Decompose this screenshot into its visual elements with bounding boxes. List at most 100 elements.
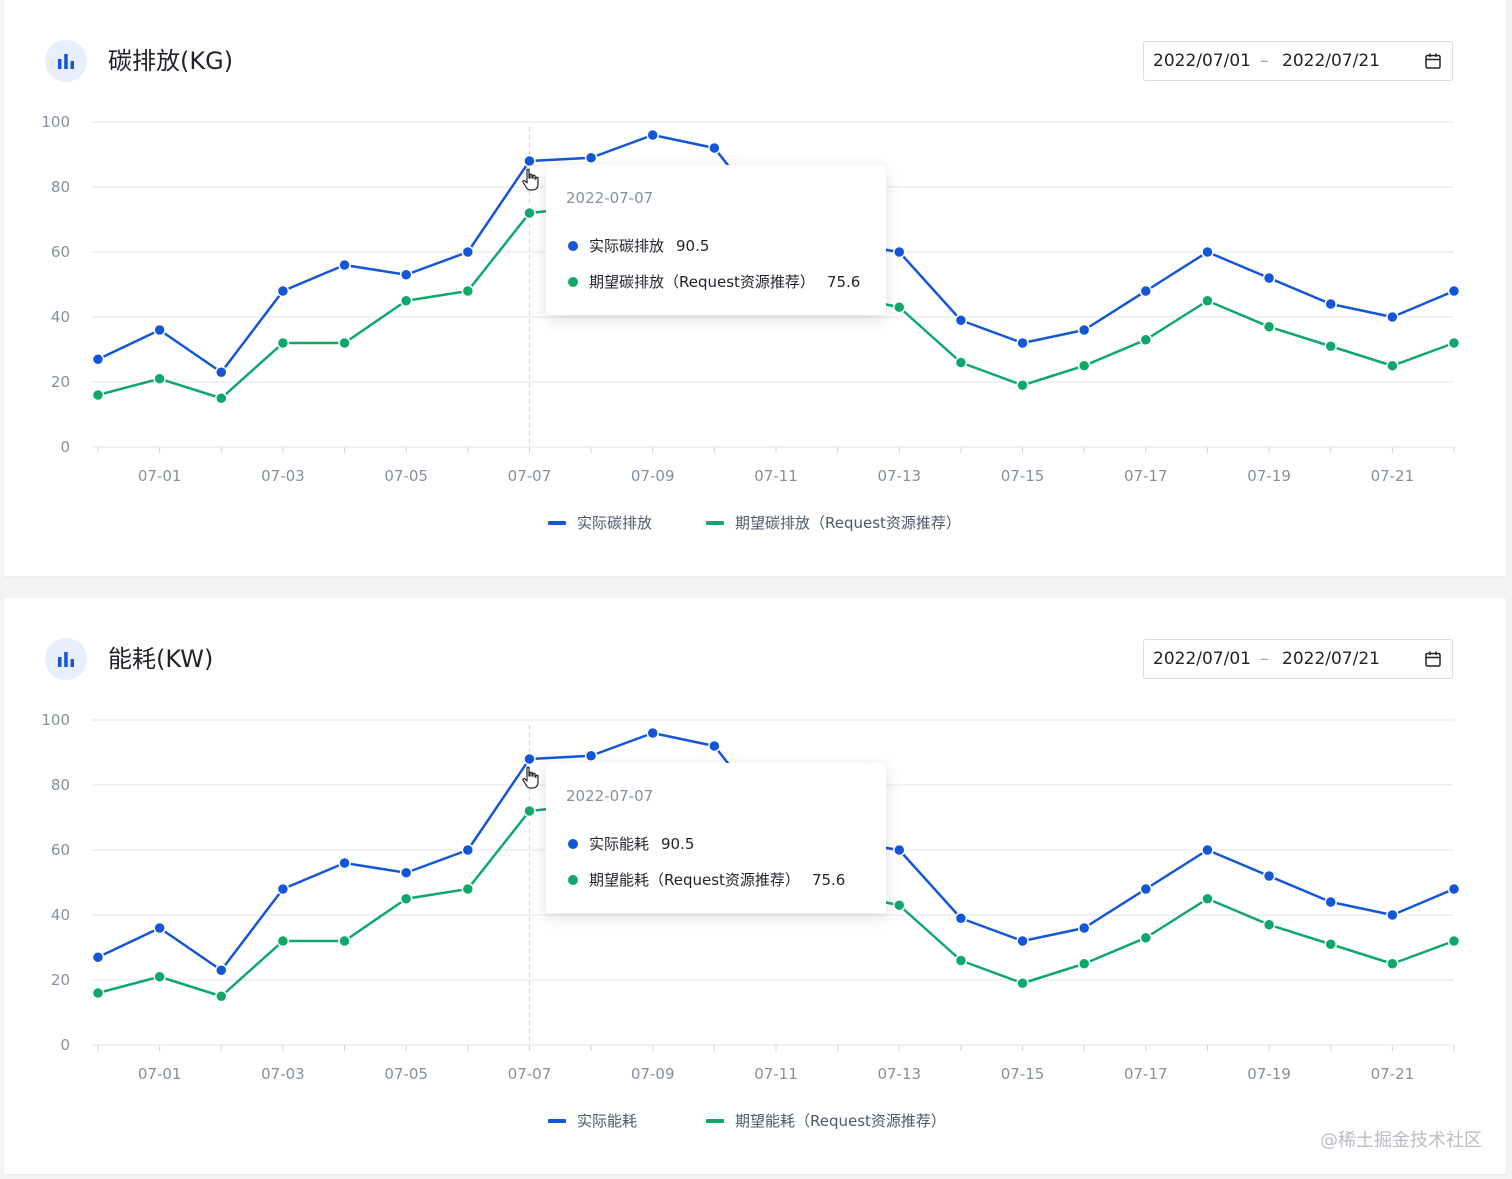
y-tick-label: 20 (51, 373, 70, 391)
hand-pointer-icon (522, 168, 539, 191)
data-point (338, 336, 351, 350)
date-end[interactable]: 2022/07/21 (1282, 51, 1380, 71)
data-point (646, 128, 659, 142)
data-point (1447, 336, 1461, 350)
data-point (954, 356, 968, 369)
data-point (1139, 882, 1153, 896)
data-point (215, 392, 228, 405)
chart-legend: 实际碳排放 期望碳排放（Request资源推荐） (4, 510, 1506, 536)
x-tick-label: 07-01 (138, 467, 182, 485)
legend-item-expected[interactable]: 期望能耗（Request资源推荐） (706, 1110, 946, 1131)
data-point (1016, 934, 1029, 948)
legend-item-expected[interactable]: 期望碳排放（Request资源推荐） (706, 512, 961, 533)
data-point (276, 284, 290, 298)
data-point (1077, 957, 1091, 970)
chart-legend: 实际能耗 期望能耗（Request资源推荐） (4, 1108, 1506, 1134)
date-range-picker[interactable]: 2022/07/01 – 2022/07/21 (1143, 639, 1453, 679)
data-point (461, 882, 475, 896)
data-point (91, 388, 105, 402)
data-point (893, 245, 906, 259)
energy-panel: 能耗(KW) 2022/07/01 – 2022/07/21 0 20 40 60 80… (4, 598, 1506, 1174)
tooltip-row-actual: 实际能耗 90.5 (568, 833, 694, 854)
tooltip-row-actual: 实际碳排放 90.5 (568, 235, 709, 256)
y-tick-label: 100 (41, 113, 70, 131)
legend-item-actual[interactable]: 实际能耗 (548, 1110, 637, 1131)
watermark: @稀土掘金技术社区 (1320, 1130, 1482, 1151)
data-point (1324, 895, 1337, 909)
x-tick-label: 07-11 (754, 467, 798, 485)
y-tick-label: 80 (51, 776, 70, 794)
x-tick-label: 07-03 (261, 467, 305, 485)
panel-title: 碳排放(KG) (108, 47, 234, 75)
data-point (954, 314, 968, 327)
x-tick-label: 07-07 (508, 1065, 552, 1083)
x-tick-label: 07-17 (1124, 1065, 1168, 1083)
tooltip-value: 90.5 (676, 236, 710, 255)
data-point (646, 726, 659, 740)
x-tick-label: 07-09 (631, 467, 675, 485)
data-point (1386, 908, 1399, 922)
data-point (1077, 323, 1091, 337)
data-point (1386, 359, 1399, 372)
data-point (1016, 977, 1029, 990)
data-point (523, 752, 536, 766)
x-tick-label: 07-15 (1001, 1065, 1045, 1083)
data-point (1386, 957, 1399, 970)
x-tick-label: 07-05 (384, 467, 428, 485)
data-point (91, 951, 105, 964)
legend-label-expected: 期望碳排放（Request资源推荐） (735, 514, 961, 532)
x-tick-label: 07-09 (631, 1065, 675, 1083)
chart-tooltip: 2022-07-07 实际碳排放 90.5 期望碳排放（Request资源推荐）… (546, 165, 886, 315)
data-point (1016, 336, 1029, 350)
data-point (91, 353, 105, 366)
data-point (153, 921, 166, 935)
data-point (523, 804, 536, 818)
data-point (338, 856, 351, 870)
data-point (215, 366, 228, 379)
y-tick-label: 40 (51, 308, 70, 326)
x-tick-label: 07-17 (1124, 467, 1168, 485)
data-point (1262, 869, 1276, 883)
date-end[interactable]: 2022/07/21 (1282, 649, 1380, 669)
tooltip-label: 实际能耗 (589, 835, 650, 853)
data-point (523, 206, 536, 220)
data-point (1016, 379, 1029, 392)
data-point (461, 284, 475, 298)
calendar-icon[interactable] (1424, 52, 1442, 70)
x-tick-label: 07-11 (754, 1065, 798, 1083)
data-point (1447, 934, 1461, 948)
x-tick-label: 07-03 (261, 1065, 305, 1083)
tooltip-row-expected: 期望碳排放（Request资源推荐） 75.6 (568, 271, 860, 292)
data-point (1139, 333, 1153, 346)
data-point (1386, 310, 1399, 324)
x-tick-label: 07-05 (384, 1065, 428, 1083)
data-point (399, 268, 413, 281)
data-point (1447, 284, 1461, 298)
x-tick-label: 07-19 (1247, 1065, 1291, 1083)
data-point (399, 294, 413, 307)
calendar-icon[interactable] (1424, 650, 1442, 668)
data-point (1447, 882, 1461, 896)
date-separator: – (1260, 51, 1269, 71)
data-point (276, 934, 290, 948)
data-point (1139, 284, 1153, 298)
tooltip-value: 90.5 (661, 834, 695, 853)
data-point (893, 899, 906, 912)
legend-swatch-actual (548, 1118, 566, 1123)
x-tick-label: 07-13 (877, 467, 921, 485)
data-point (1201, 843, 1214, 857)
x-tick-label: 07-21 (1371, 1065, 1415, 1083)
date-start[interactable]: 2022/07/01 (1153, 649, 1251, 669)
data-point (1139, 931, 1153, 944)
data-point (215, 990, 228, 1003)
data-point (1201, 245, 1214, 259)
date-separator: – (1260, 649, 1269, 669)
y-tick-label: 0 (60, 438, 70, 456)
date-range-picker[interactable]: 2022/07/01 – 2022/07/21 (1143, 41, 1453, 81)
tooltip-dot-expected (568, 276, 578, 287)
bar-chart-icon (45, 40, 87, 82)
date-start[interactable]: 2022/07/01 (1153, 51, 1251, 71)
legend-item-actual[interactable]: 实际碳排放 (548, 512, 652, 533)
legend-label-expected: 期望能耗（Request资源推荐） (735, 1112, 946, 1130)
energy-line-chart[interactable]: 0 20 40 60 80 100 07-01 07-03 07-05 07-07 07-09 07-… (4, 598, 1506, 1098)
